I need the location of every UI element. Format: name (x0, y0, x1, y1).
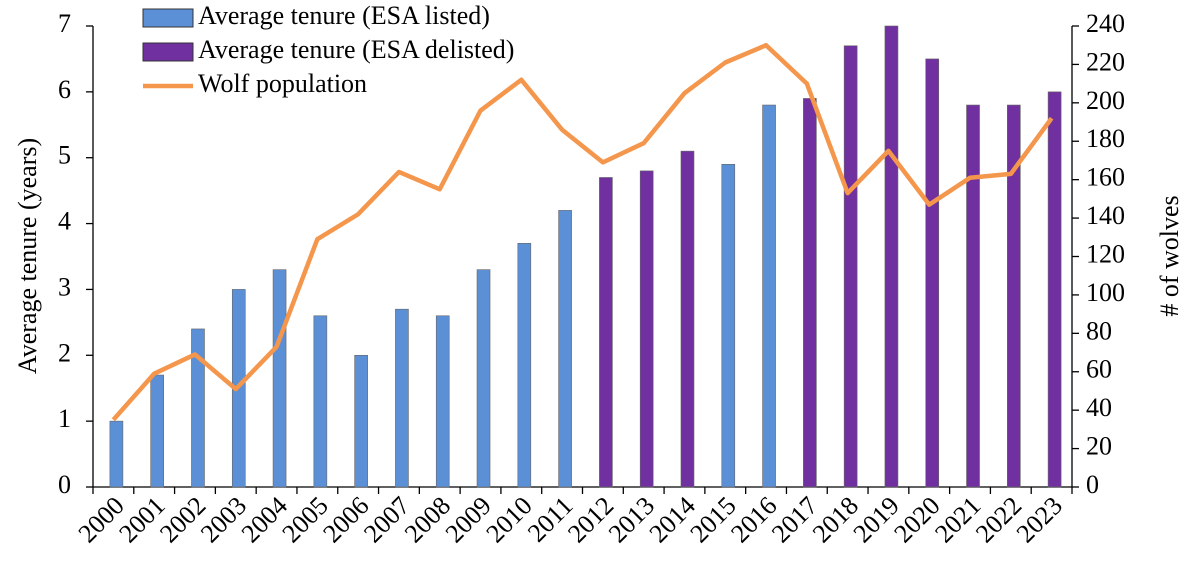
y2-axis-label: # of wolves (1155, 195, 1184, 316)
bar (843, 45, 858, 488)
bar (272, 269, 287, 488)
y2-tick-label: 100 (1086, 278, 1125, 307)
bar (1047, 91, 1062, 488)
bar (803, 98, 817, 488)
y2-tick-label: 200 (1086, 86, 1125, 115)
y-axis-label: Average tenure (years) (13, 138, 42, 374)
y-tick-label: 7 (58, 9, 71, 38)
bar (558, 210, 572, 488)
y2-tick-label: 20 (1086, 432, 1112, 461)
bar (884, 25, 899, 488)
y2-tick-label: 220 (1086, 47, 1125, 76)
y-tick-label: 1 (58, 404, 71, 433)
x-tick-label: 2023 (1011, 491, 1068, 548)
y-tick-label: 5 (58, 141, 71, 170)
bar (517, 243, 532, 488)
legend-label: Average tenure (ESA listed) (198, 1, 490, 30)
y2-tick-label: 240 (1086, 9, 1125, 38)
bar (476, 269, 491, 488)
y2-tick-label: 160 (1086, 163, 1125, 192)
legend-swatch (142, 8, 194, 28)
bar (435, 315, 450, 488)
line (111, 42, 1054, 422)
y-tick-label: 4 (58, 207, 71, 236)
bar (639, 170, 654, 488)
legend-label: Wolf population (198, 69, 367, 98)
y2-tick-label: 140 (1086, 201, 1125, 230)
bar (1007, 104, 1021, 488)
bar (109, 420, 124, 488)
legend-label: Average tenure (ESA delisted) (198, 35, 514, 64)
bar (925, 58, 940, 488)
bar (599, 177, 613, 488)
bar (966, 104, 980, 488)
y2-tick-label: 180 (1086, 124, 1125, 153)
legend-swatch (142, 42, 194, 62)
y-tick-label: 2 (58, 338, 71, 367)
y2-tick-label: 120 (1086, 239, 1125, 268)
bar (762, 104, 776, 488)
y-tick-label: 0 (58, 470, 71, 499)
y2-tick-label: 80 (1086, 316, 1112, 345)
y-tick-label: 6 (58, 75, 71, 104)
bar (191, 328, 205, 488)
bar (721, 164, 736, 488)
bar (354, 354, 368, 488)
y2-tick-label: 40 (1086, 393, 1112, 422)
bar (150, 374, 164, 488)
y2-tick-label: 60 (1086, 355, 1112, 384)
bar (313, 315, 328, 488)
y2-tick-label: 0 (1086, 470, 1099, 499)
y-tick-label: 3 (58, 272, 71, 301)
bar (395, 308, 409, 488)
bar (680, 150, 695, 488)
